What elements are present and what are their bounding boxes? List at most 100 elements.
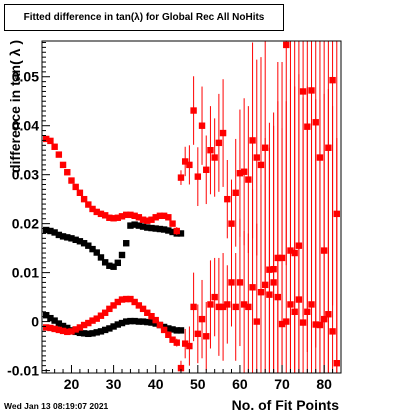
data-point [232, 189, 239, 196]
x-tick-label: 20 [64, 376, 80, 392]
data-point [270, 279, 277, 286]
data-point [106, 325, 113, 332]
data-point [194, 173, 202, 180]
data-point [97, 210, 105, 218]
data-point [139, 305, 147, 313]
data-point [333, 360, 340, 367]
data-point [127, 295, 134, 303]
data-point [165, 214, 172, 221]
data-point [219, 129, 227, 137]
data-point [51, 229, 58, 236]
y-tick-label: 0.02 [12, 216, 39, 232]
data-point [80, 321, 88, 329]
data-point [127, 317, 134, 325]
data-point [110, 302, 117, 309]
data-point [76, 238, 84, 245]
data-point [283, 41, 290, 49]
data-point [190, 303, 197, 311]
data-point [131, 221, 138, 228]
data-point [181, 340, 189, 347]
data-point [51, 317, 58, 324]
data-point [51, 325, 58, 333]
data-point [160, 326, 168, 334]
data-point [228, 279, 235, 286]
data-point [106, 305, 113, 313]
y-tick-label: 0 [31, 314, 39, 330]
y-tick-label: -0.01 [7, 363, 39, 379]
data-point [329, 328, 336, 335]
data-point [181, 158, 189, 165]
data-point [72, 183, 79, 191]
data-point [93, 329, 100, 336]
data-point [51, 143, 58, 150]
data-point [198, 122, 206, 129]
data-point [144, 217, 151, 224]
x-tick-label: 70 [274, 376, 290, 392]
data-point [135, 222, 143, 229]
series-0 [43, 221, 185, 270]
data-point [144, 318, 151, 326]
data-point [85, 242, 92, 249]
data-point [55, 151, 63, 158]
data-point [312, 321, 319, 328]
data-point [110, 215, 117, 222]
data-point [240, 168, 248, 175]
series-3 [43, 74, 340, 373]
data-point [139, 318, 147, 325]
data-point [299, 88, 307, 95]
data-point [55, 231, 63, 239]
data-point [219, 303, 227, 311]
data-point [148, 319, 155, 326]
data-point [160, 212, 168, 220]
data-point [224, 301, 231, 308]
data-point [152, 225, 159, 232]
data-point [224, 195, 231, 203]
data-point [177, 230, 185, 237]
data-point [127, 211, 134, 219]
data-point [110, 263, 117, 270]
data-point [253, 154, 260, 161]
data-point [148, 216, 155, 223]
data-point [165, 227, 172, 234]
data-point [114, 214, 122, 221]
data-point [85, 201, 92, 208]
data-point [249, 137, 256, 144]
data-point [169, 220, 176, 227]
data-point [295, 296, 303, 303]
data-point [80, 195, 88, 203]
data-point [173, 227, 180, 235]
y-tick-label: 0.01 [12, 265, 39, 281]
data-point [148, 312, 155, 320]
data-point [47, 137, 54, 145]
data-point [177, 327, 185, 334]
data-point [135, 302, 143, 309]
data-point [64, 324, 71, 332]
data-point [106, 214, 113, 221]
data-point [101, 326, 109, 334]
data-point [43, 324, 50, 331]
series-1 [43, 312, 185, 338]
data-point [85, 330, 92, 338]
data-point [118, 319, 126, 327]
data-point [169, 336, 176, 343]
data-point [47, 324, 54, 332]
data-point [89, 317, 96, 324]
data-point [118, 213, 126, 220]
data-point [93, 315, 100, 322]
data-point [308, 301, 315, 308]
y-tick-label: 0.03 [12, 167, 39, 183]
data-point [47, 227, 54, 235]
data-point [72, 326, 79, 333]
data-point [253, 318, 260, 325]
data-point [43, 135, 50, 143]
data-point [236, 279, 244, 286]
data-point [85, 319, 92, 327]
data-point [215, 139, 223, 147]
data-point [139, 223, 147, 230]
data-point [80, 330, 88, 337]
data-point [194, 330, 202, 338]
data-point [169, 326, 176, 333]
data-point [329, 76, 336, 84]
data-point [131, 317, 138, 325]
